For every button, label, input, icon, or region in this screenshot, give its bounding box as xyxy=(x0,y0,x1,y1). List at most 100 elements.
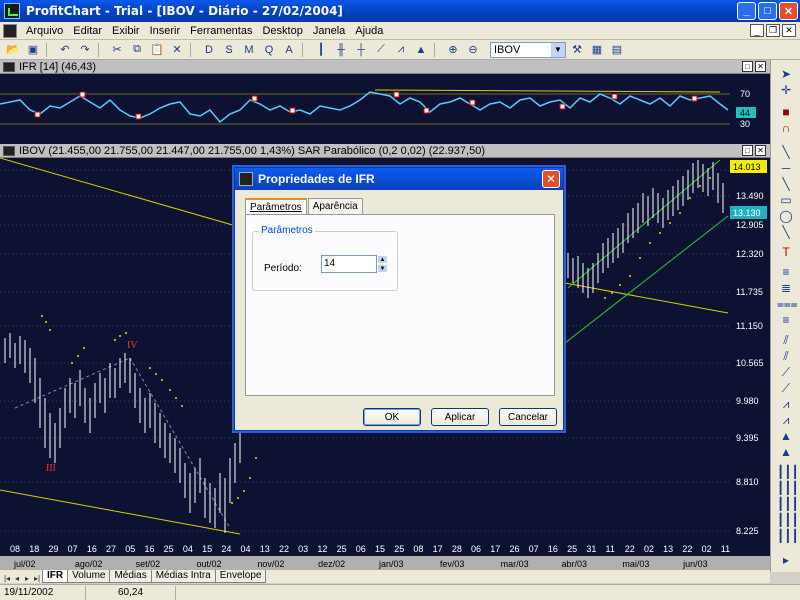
daily-period-icon[interactable]: D xyxy=(205,43,213,56)
tab-last-icon[interactable]: ▸| xyxy=(33,574,41,583)
ifr-signal-marker xyxy=(135,113,142,120)
bar-chart-icon[interactable]: ┃ xyxy=(317,44,325,56)
mdi-restore-button[interactable]: ❐ xyxy=(766,24,780,37)
mdi-close-button[interactable]: ✕ xyxy=(782,24,796,37)
undo-icon[interactable]: ↶ xyxy=(60,44,70,56)
scroll-right-icon[interactable]: ▸ xyxy=(782,553,790,567)
magnet-icon[interactable]: ∩ xyxy=(781,121,791,135)
panel-maximize-button[interactable]: □ xyxy=(742,145,753,156)
mountain-chart-icon[interactable]: ▲ xyxy=(415,43,427,56)
bottom-tab-envelope[interactable]: Envelope xyxy=(214,570,267,583)
annual-period-icon[interactable]: A xyxy=(285,43,293,56)
document-icon[interactable] xyxy=(3,23,17,38)
pointer-icon[interactable]: ➤ xyxy=(780,67,792,81)
time-cycles-icon[interactable]: ┃┃┃ xyxy=(777,465,799,479)
cancel-button[interactable]: Cancelar xyxy=(499,408,557,426)
zoom-out-icon[interactable]: ⊖ xyxy=(468,44,478,56)
menu-janela[interactable]: Janela xyxy=(312,24,346,37)
mdi-minimize-button[interactable]: _ xyxy=(750,24,764,37)
stepper-up-icon[interactable]: ▲ xyxy=(377,255,388,264)
maximize-button[interactable]: □ xyxy=(758,2,777,20)
fibonacci-icon[interactable]: ≡ xyxy=(782,265,790,279)
tab-aparencia[interactable]: Aparência xyxy=(307,198,363,214)
chart-area[interactable]: IFR [14] (46,43) □ ✕ 70 44 30 xyxy=(0,60,770,570)
price-high-badge xyxy=(730,160,767,173)
arrow-up-icon[interactable]: ▲ xyxy=(780,445,792,459)
tab-parametros[interactable]: Parâmetros xyxy=(245,198,307,215)
menu-ferramentas[interactable]: Ferramentas xyxy=(190,24,253,37)
candle-chart-icon[interactable]: ╫ xyxy=(337,43,345,56)
vertical-grid-icon[interactable]: ┃┃┃ xyxy=(777,497,799,511)
open-icon[interactable]: 📂 xyxy=(6,44,20,56)
vertical-line-icon[interactable]: ╲ xyxy=(782,177,790,191)
dialog-close-button[interactable]: ✕ xyxy=(542,170,560,188)
horizontal-line-icon[interactable]: ─ xyxy=(781,161,791,175)
menu-ajuda[interactable]: Ajuda xyxy=(355,24,384,37)
color-picker-icon[interactable]: ■ xyxy=(782,105,790,119)
bars-pattern-icon[interactable]: ┃┃┃ xyxy=(777,513,799,527)
ellipse-icon[interactable]: ◯ xyxy=(779,209,793,223)
bottom-tab-medias-intra[interactable]: Médias Intra xyxy=(150,570,216,583)
menu-exibir[interactable]: Exibir xyxy=(112,24,140,37)
elliott-wave-icon[interactable]: ⩘ xyxy=(782,397,790,411)
bottom-tab-volume[interactable]: Volume xyxy=(67,570,111,583)
text-tool-icon[interactable]: T xyxy=(782,245,790,259)
tab-prev-icon[interactable]: ◂ xyxy=(14,574,19,583)
histogram-icon[interactable]: ┃┃┃ xyxy=(777,529,799,543)
speed-lines-icon[interactable]: ⟋ xyxy=(781,365,791,379)
panel-close-button[interactable]: ✕ xyxy=(755,145,766,156)
trendline-icon[interactable]: ╲ xyxy=(782,145,790,159)
quarterly-period-icon[interactable]: Q xyxy=(264,43,274,56)
area-chart-icon[interactable]: ⩘ xyxy=(397,43,405,55)
tab-next-icon[interactable]: ▸ xyxy=(24,574,29,583)
tab-first-icon[interactable]: |◂ xyxy=(3,574,11,583)
menu-arquivo[interactable]: Arquivo xyxy=(26,24,64,37)
panel-maximize-button[interactable]: □ xyxy=(742,61,753,72)
zoom-in-icon[interactable]: ⊕ xyxy=(448,44,458,56)
toolbox-icon[interactable]: ⚒ xyxy=(572,44,582,56)
panel-close-button[interactable]: ✕ xyxy=(755,61,766,72)
rectangle-icon[interactable]: ▭ xyxy=(780,193,792,207)
calendar-icon[interactable]: ▤ xyxy=(611,44,623,56)
grid-icon[interactable]: ▦ xyxy=(591,44,603,56)
paste-icon[interactable]: 📋 xyxy=(150,44,164,56)
apply-button[interactable]: Aplicar xyxy=(431,408,489,426)
chevron-down-icon[interactable]: ▼ xyxy=(551,42,565,57)
monthly-period-icon[interactable]: M xyxy=(244,43,254,56)
andrews-pitchfork-icon[interactable]: ⫽ xyxy=(783,349,789,363)
close-button[interactable]: ✕ xyxy=(779,2,798,20)
period-input[interactable]: 14 xyxy=(321,255,377,273)
arc-icon[interactable]: ╲ xyxy=(782,225,790,239)
cut-icon[interactable]: ✂ xyxy=(112,44,122,56)
ifr-chart[interactable]: 70 44 30 xyxy=(0,74,770,144)
triangle-icon[interactable]: ▲ xyxy=(780,429,792,443)
gann-fan-icon[interactable]: ⫽ xyxy=(783,333,789,347)
symbol-select[interactable]: IBOV ▼ xyxy=(490,41,566,58)
menu-inserir[interactable]: Inserir xyxy=(149,24,181,37)
day-label: 08 xyxy=(10,544,20,554)
weekly-period-icon[interactable]: S xyxy=(225,43,233,56)
save-icon[interactable]: ▣ xyxy=(27,44,39,56)
minimize-button[interactable]: _ xyxy=(737,2,756,20)
menu-desktop[interactable]: Desktop xyxy=(262,24,303,37)
day-label: 25 xyxy=(567,544,577,554)
regression-channel-icon[interactable]: ⟋ xyxy=(781,381,791,395)
bottom-tab-ifr[interactable]: IFR xyxy=(42,570,69,583)
fibonacci-fan-icon[interactable]: ≣ xyxy=(780,281,792,295)
stepper-down-icon[interactable]: ▼ xyxy=(377,264,388,273)
redo-icon[interactable]: ↷ xyxy=(80,44,90,56)
period-stepper[interactable]: ▲ ▼ xyxy=(377,255,388,273)
bottom-tab-medias[interactable]: Médias xyxy=(109,570,152,583)
fibonacci-time-icon[interactable]: ≡ xyxy=(782,313,790,327)
line-chart-icon[interactable]: ⟋ xyxy=(377,43,385,55)
elliott-abc-icon[interactable]: ⩘ xyxy=(782,413,790,427)
fibonacci-arcs-icon[interactable]: ⩶ xyxy=(777,297,798,311)
ok-button[interactable]: OK xyxy=(363,408,421,426)
crosshair-icon[interactable]: ✛ xyxy=(780,83,792,97)
day-label: 11 xyxy=(606,544,615,554)
time-zones-icon[interactable]: ┃┃┃ xyxy=(777,481,799,495)
menu-editar[interactable]: Editar xyxy=(73,24,103,37)
ohlc-chart-icon[interactable]: ┼ xyxy=(357,43,365,56)
copy-icon[interactable]: ⧉ xyxy=(133,43,141,55)
delete-icon[interactable]: ✕ xyxy=(172,44,182,56)
